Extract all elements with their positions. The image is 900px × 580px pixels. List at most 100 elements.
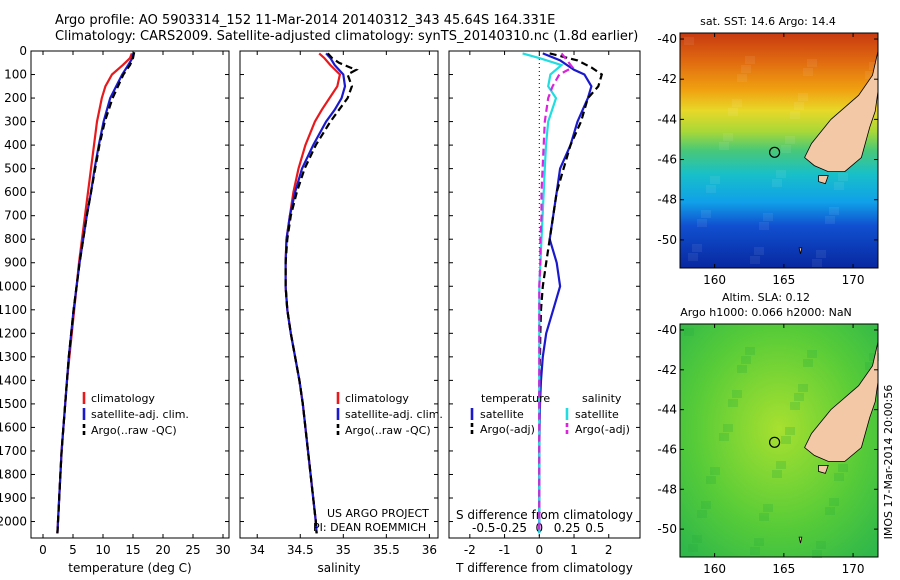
legend-title: salinity [582,392,622,405]
profile-panel-1: 0100200300400500600700800900100011001200… [0,44,231,575]
map-texture [812,259,822,267]
y-tick-label: 0 [19,44,27,58]
y-tick-label: 400 [4,138,27,152]
map-texture [834,473,844,481]
legend-label: climatology [91,392,155,405]
y-tick-label: -46 [657,153,677,167]
y-tick-label: 1500 [0,397,27,411]
map-texture [803,359,813,367]
x-tick-label: 165 [772,562,795,576]
landmass-south-island [804,51,879,173]
x-tick-label: -2 [464,543,476,557]
legend-label: Argo(..raw -QC) [91,424,177,437]
x-axis-label: T difference from climatology [455,561,633,575]
x-tick-label: 35.5 [373,543,400,557]
figure-title-line1: Argo profile: AO 5903314_152 11-Mar-2014… [55,13,556,28]
map-title-line1: Altim. SLA: 0.12 [722,291,810,304]
top-x-axis-label: S difference from climatology [456,508,633,522]
map-texture [869,353,879,361]
map-texture [776,461,786,469]
map-texture [807,59,817,67]
x-tick-label: 34.5 [287,543,314,557]
legend-title: temperature [481,392,550,405]
y-tick-label: 700 [4,209,27,223]
map-title: sat. SST: 14.6 Argo: 14.4 [700,15,836,28]
map-texture [869,62,879,70]
map-texture [701,501,711,509]
legend-label: Argo(..raw -QC) [345,424,431,437]
map-texture [865,71,875,79]
y-tick-label: 300 [4,115,27,129]
map-texture [798,93,808,101]
argo-location-marker [768,146,781,158]
map-texture [816,250,826,258]
map-texture [723,424,733,432]
map-texture [750,547,760,555]
map-texture [688,253,698,261]
map-texture [763,504,773,512]
y-tick-label: 500 [4,162,27,176]
x-tick-label: 10 [95,543,110,557]
y-tick-label: -40 [657,323,677,337]
figure-title-line2: Climatology: CARS2009. Satellite-adjuste… [55,29,639,44]
y-tick-label: -44 [657,403,677,417]
y-tick-label: 1600 [0,420,27,434]
map-texture [781,145,791,153]
top-x-tick-label: 0.25 [554,521,581,535]
map-texture [737,74,747,82]
map-texture [732,99,742,107]
map-texture [750,256,760,264]
map-texture [825,216,835,224]
legend-label: climatology [345,392,409,405]
map-texture [763,213,773,221]
x-tick-label: 5 [69,543,77,557]
y-tick-label: -42 [657,72,677,86]
y-tick-label: -48 [657,193,677,207]
map-texture [719,433,729,441]
map-texture [759,222,769,230]
argo-location-marker [768,436,781,448]
map-texture [829,498,839,506]
x-tick-label: 170 [842,562,865,576]
map-texture [865,362,875,370]
map-panel-1: -40 -42 -44 -46 -48 -50 160 165 170 sat. SST: 14.… [657,15,879,287]
legend-label: Argo(-adj) [480,423,535,436]
map-texture [688,544,698,552]
map-texture [781,436,791,444]
map-texture [812,550,822,558]
map-texture [798,384,808,392]
y-tick-label: -50 [657,233,677,247]
annotation-text: PI: DEAN ROEMMICH [313,521,426,534]
map-texture [723,133,733,141]
plot-frame [30,50,230,539]
x-tick-label: 160 [703,562,726,576]
y-tick-label: 1100 [0,303,27,317]
side-timestamp: IMOS 17-Mar-2014 20:00:56 [882,385,895,540]
map-texture [838,173,848,181]
x-tick-label: 34 [250,543,265,557]
landmass-stewart-island [818,175,829,185]
x-tick-label: 0 [535,543,543,557]
map-texture [838,464,848,472]
map-texture [790,402,800,410]
x-axis-label: salinity [317,561,360,575]
y-tick-label: -48 [657,482,677,496]
x-tick-label: 30 [215,543,230,557]
map-frame [679,323,879,558]
legend-label: satellite-adj. clim. [345,408,443,421]
map-texture [825,507,835,515]
map-texture [728,108,738,116]
map-texture [692,244,702,252]
map-title-line2: Argo h1000: 0.066 h2000: NaN [680,306,852,319]
y-tick-label: -46 [657,442,677,456]
map-texture [697,510,707,518]
y-tick-label: 600 [4,185,27,199]
x-tick-label: 160 [703,273,726,287]
map-texture [737,365,747,373]
series-line-argo--adj- [538,52,575,534]
y-tick-label: 100 [4,68,27,82]
x-tick-label: 1 [570,543,578,557]
map-texture [745,347,755,355]
landmass-auckland-islands [798,536,803,544]
